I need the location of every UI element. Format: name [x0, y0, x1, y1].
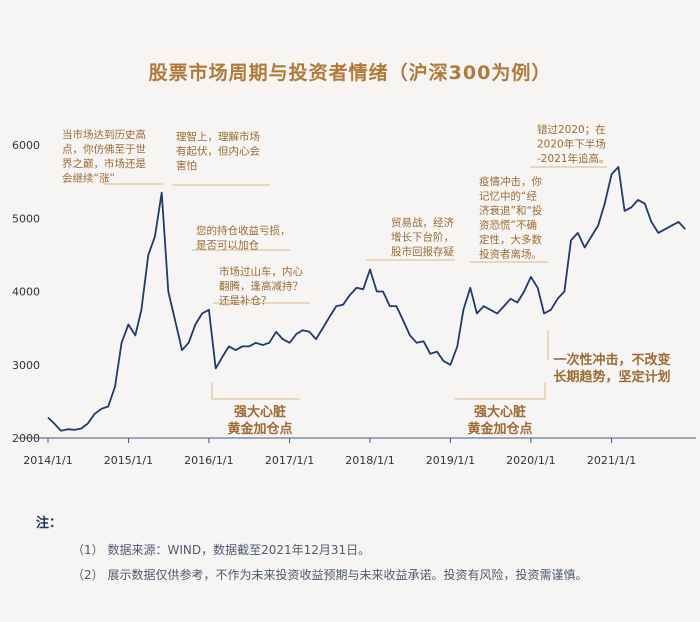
- chart-title: 股票市场周期与投资者情绪（沪深300为例）: [148, 62, 552, 84]
- x-tick-label: 2015/1/1: [104, 454, 153, 467]
- x-tick-label: 2018/1/1: [345, 454, 394, 467]
- annotation-text: 记忆中的“经: [479, 190, 537, 203]
- x-tick-label: 2019/1/1: [426, 454, 475, 467]
- annotation-text: 投资者离场。: [479, 248, 542, 261]
- annotation-text: 有起伏，但内心会: [176, 145, 260, 158]
- y-tick-label: 3000: [12, 359, 40, 372]
- notes-heading: 注：: [36, 516, 63, 531]
- callout-text: 长期趋势，坚定计划: [553, 369, 670, 385]
- callout-text: 一次性冲击，不改变: [553, 352, 670, 368]
- callout-text: 强大心脏: [234, 404, 286, 420]
- annotation-text: 点，你仿佛至于世: [62, 143, 146, 156]
- annotation-text: 您的持仓收益亏损，: [196, 224, 291, 237]
- annotation-text: 翻腾，逢高减持？: [219, 280, 303, 293]
- x-tick-label: 2014/1/1: [23, 454, 72, 467]
- y-tick-label: 5000: [12, 212, 40, 225]
- callout-text: 黄金加仓点: [467, 421, 532, 437]
- annotation-text: 资恐慌”不确: [479, 219, 537, 232]
- series-line-hs300: [47, 166, 686, 432]
- annotation-text: 错过2020；在: [537, 123, 606, 136]
- annotation-text: 界之巅，市场还是: [62, 157, 146, 170]
- annotation-text: 害怕: [176, 159, 197, 172]
- y-tick-label: 6000: [12, 139, 40, 152]
- annotation-text: 定性，大多数: [479, 233, 542, 246]
- annotation-text: 还是补仓？: [219, 294, 272, 307]
- annotation-text: 当市场达到历史高: [62, 128, 146, 141]
- annotation-text: 疫情冲击，你: [479, 175, 542, 188]
- callout-text: 黄金加仓点: [227, 421, 292, 437]
- x-tick-label: 2016/1/1: [184, 454, 233, 467]
- x-tick-label: 2020/1/1: [506, 454, 555, 467]
- annotation-text: 贸易战，经济: [391, 216, 454, 229]
- note-item-2: （2） 展示数据仅供参考，不作为未来投资收益预期与未来收益承诺。投资有风险，投资…: [72, 568, 588, 582]
- annotation-text: 是否可以加仓: [196, 239, 259, 252]
- x-tick-label: 2017/1/1: [265, 454, 314, 467]
- annotation-text: 济衰退”和“投: [479, 204, 543, 217]
- annotation-text: 2020年下半场: [537, 138, 606, 151]
- callout-frame: [211, 383, 300, 400]
- annotation-text: 股市回报存疑: [391, 245, 454, 258]
- annotation-text: -2021年追高。: [537, 152, 610, 165]
- x-tick-label: 2021/1/1: [587, 454, 636, 467]
- y-tick-label: 4000: [12, 286, 40, 299]
- annotation-text: 理智上，理解市场: [176, 130, 260, 143]
- callout-frame: [455, 383, 546, 400]
- annotation-text: 市场过山车，内心: [219, 265, 303, 278]
- annotation-text: 增长下台阶，: [391, 231, 454, 244]
- callout-text: 强大心脏: [474, 404, 526, 420]
- annotation-text: 会继续“涨”: [62, 172, 115, 185]
- note-item-1: （1） 数据来源：WIND，数据截至2021年12月31日。: [72, 543, 371, 557]
